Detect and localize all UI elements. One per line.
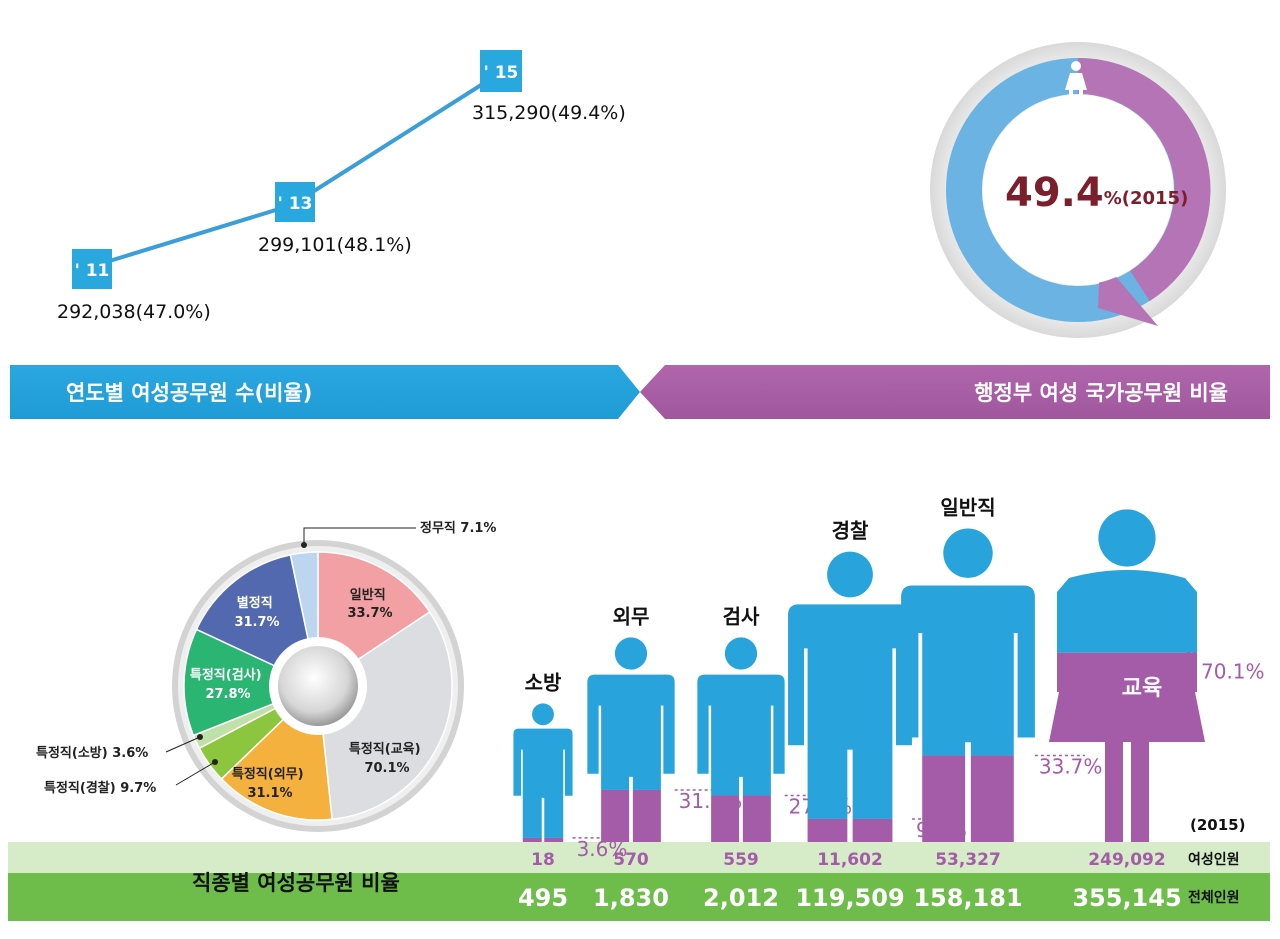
callout-gyeongchal-dot	[212, 759, 218, 765]
donut-caption: 행정부 여성 국가공무원 비율	[974, 381, 1228, 405]
person-head-0	[532, 703, 554, 726]
person-body-male-2	[697, 674, 785, 796]
callout-jeongmu-text: 정무직 7.1%	[420, 520, 496, 536]
person-body-male-5	[1049, 570, 1205, 653]
pie-hole	[278, 646, 358, 726]
pie-label-gyoyuk-name: 특정직(교육)	[349, 741, 421, 757]
point-label-2015: ' 15	[484, 63, 519, 83]
total-count-0: 495	[518, 884, 568, 912]
banner-right	[640, 365, 1270, 419]
donut-chart: 49.4%(2015)	[930, 42, 1226, 338]
pie-label-ilban-pct: 33.7%	[347, 606, 392, 621]
pie-label-ilban: 일반직 33.7%	[347, 587, 392, 621]
total-count-5: 355,145	[1072, 884, 1181, 912]
row-total-label: 전체인원	[1188, 889, 1240, 906]
pie-label-oemu-pct: 31.1%	[247, 786, 292, 801]
person-body-male-4	[901, 585, 1035, 756]
donut-percent: 49.4%(2015)	[1005, 170, 1188, 216]
line-chart: ' 11 292,038(47.0%) ' 13 299,101(48.1%) …	[57, 50, 626, 323]
person-category-3: 경찰	[832, 519, 869, 543]
total-count-2: 2,012	[703, 884, 779, 912]
point-label-2013: ' 13	[278, 194, 313, 214]
pie-label-byeoljeong-name: 별정직	[237, 595, 273, 611]
callout-gyeongchal: 특정직(경찰) 9.7%	[44, 759, 218, 796]
point-label-2011: ' 11	[75, 261, 110, 281]
person-category-1: 외무	[613, 604, 650, 628]
person-figure-5: 교육 70.1%	[1049, 509, 1265, 842]
pie-label-geomsa: 특정직(검사) 27.8%	[190, 667, 266, 702]
pie-label-geomsa-name: 특정직(검사)	[190, 667, 262, 683]
callout-gyeongchal-leader	[175, 761, 216, 786]
banner: 연도별 여성공무원 수(비율) 행정부 여성 국가공무원 비율	[10, 365, 1270, 419]
person-body-male-1	[587, 674, 675, 790]
pie-label-oemu-name: 특정직(외무)	[232, 766, 304, 782]
line-point-2011: ' 11 292,038(47.0%)	[57, 249, 211, 323]
person-percent-4: 33.7%	[1039, 755, 1103, 779]
point-value-2011: 292,038(47.0%)	[57, 301, 211, 323]
female-count-0: 18	[531, 850, 555, 870]
point-value-2013: 299,101(48.1%)	[258, 234, 412, 256]
callout-sobang-text: 특정직(소방) 3.6%	[36, 745, 148, 761]
donut-center	[983, 95, 1173, 285]
pie-label-byeoljeong-pct: 31.7%	[234, 615, 279, 630]
donut-female-arc	[1077, 57, 1211, 302]
banner-left	[10, 365, 640, 419]
line-point-2015: ' 15 315,290(49.4%)	[472, 50, 626, 124]
line-point-2013: ' 13 299,101(48.1%)	[258, 182, 412, 256]
person-category-0: 소방	[525, 670, 562, 694]
person-category-4: 일반직	[940, 496, 995, 520]
callout-sobang-leader	[165, 736, 201, 753]
total-count-4: 158,181	[913, 884, 1022, 912]
donut-percent-suffix: %(2015)	[1104, 188, 1189, 209]
line-chart-caption: 연도별 여성공무원 수(비율)	[66, 381, 312, 405]
person-head-1	[614, 637, 648, 670]
callout-gyeongchal-text: 특정직(경찰) 9.7%	[44, 780, 156, 796]
callout-sobang: 특정직(소방) 3.6%	[36, 734, 203, 761]
female-count-3: 11,602	[817, 850, 883, 870]
person-category-2: 검사	[723, 604, 760, 628]
total-count-3: 119,509	[795, 884, 904, 912]
row-female-bg	[8, 842, 1270, 873]
person-head-5	[1098, 509, 1156, 567]
callout-jeongmu-leader	[303, 527, 416, 545]
female-count-1: 570	[613, 850, 649, 870]
female-count-2: 559	[723, 850, 759, 870]
person-head-3	[827, 551, 873, 598]
pie-label-ilban-name: 일반직	[350, 587, 386, 603]
female-count-5: 249,092	[1088, 850, 1165, 870]
callout-jeongmu-dot	[301, 542, 307, 548]
row-female-label: 여성인원	[1188, 851, 1240, 868]
people-year: (2015)	[1190, 816, 1245, 834]
person-percent-5: 70.1%	[1201, 660, 1265, 684]
callout-sobang-dot	[197, 734, 203, 740]
pie-chart: 일반직 33.7% 특정직(교육) 70.1% 특정직(외무) 31.1% 특정…	[36, 520, 496, 832]
pie-label-oemu: 특정직(외무) 31.1%	[232, 766, 308, 801]
woman-icon	[1065, 61, 1087, 104]
pie-label-gyoyuk-pct: 70.1%	[364, 761, 409, 776]
pie-label-byeoljeong: 별정직 31.7%	[234, 595, 279, 630]
person-head-2	[724, 637, 758, 670]
people-figures: 소방3.6%18495외무31.1%5701,830검사27.8%5592,01…	[513, 496, 1265, 912]
female-count-4: 53,327	[935, 850, 1001, 870]
pie-label-geomsa-pct: 27.8%	[205, 687, 250, 702]
donut-percent-value: 49.4	[1005, 170, 1104, 216]
point-value-2015: 315,290(49.4%)	[472, 102, 626, 124]
person-category-5: 교육	[1122, 676, 1162, 701]
person-head-4	[943, 528, 993, 578]
pie-slice-5	[183, 628, 320, 737]
people-caption: 직종별 여성공무원 비율	[192, 871, 400, 895]
row-total-bg	[8, 873, 1270, 921]
total-count-1: 1,830	[593, 884, 669, 912]
callout-jeongmu: 정무직 7.1%	[301, 520, 496, 548]
pie-label-gyoyuk: 특정직(교육) 70.1%	[349, 741, 425, 776]
